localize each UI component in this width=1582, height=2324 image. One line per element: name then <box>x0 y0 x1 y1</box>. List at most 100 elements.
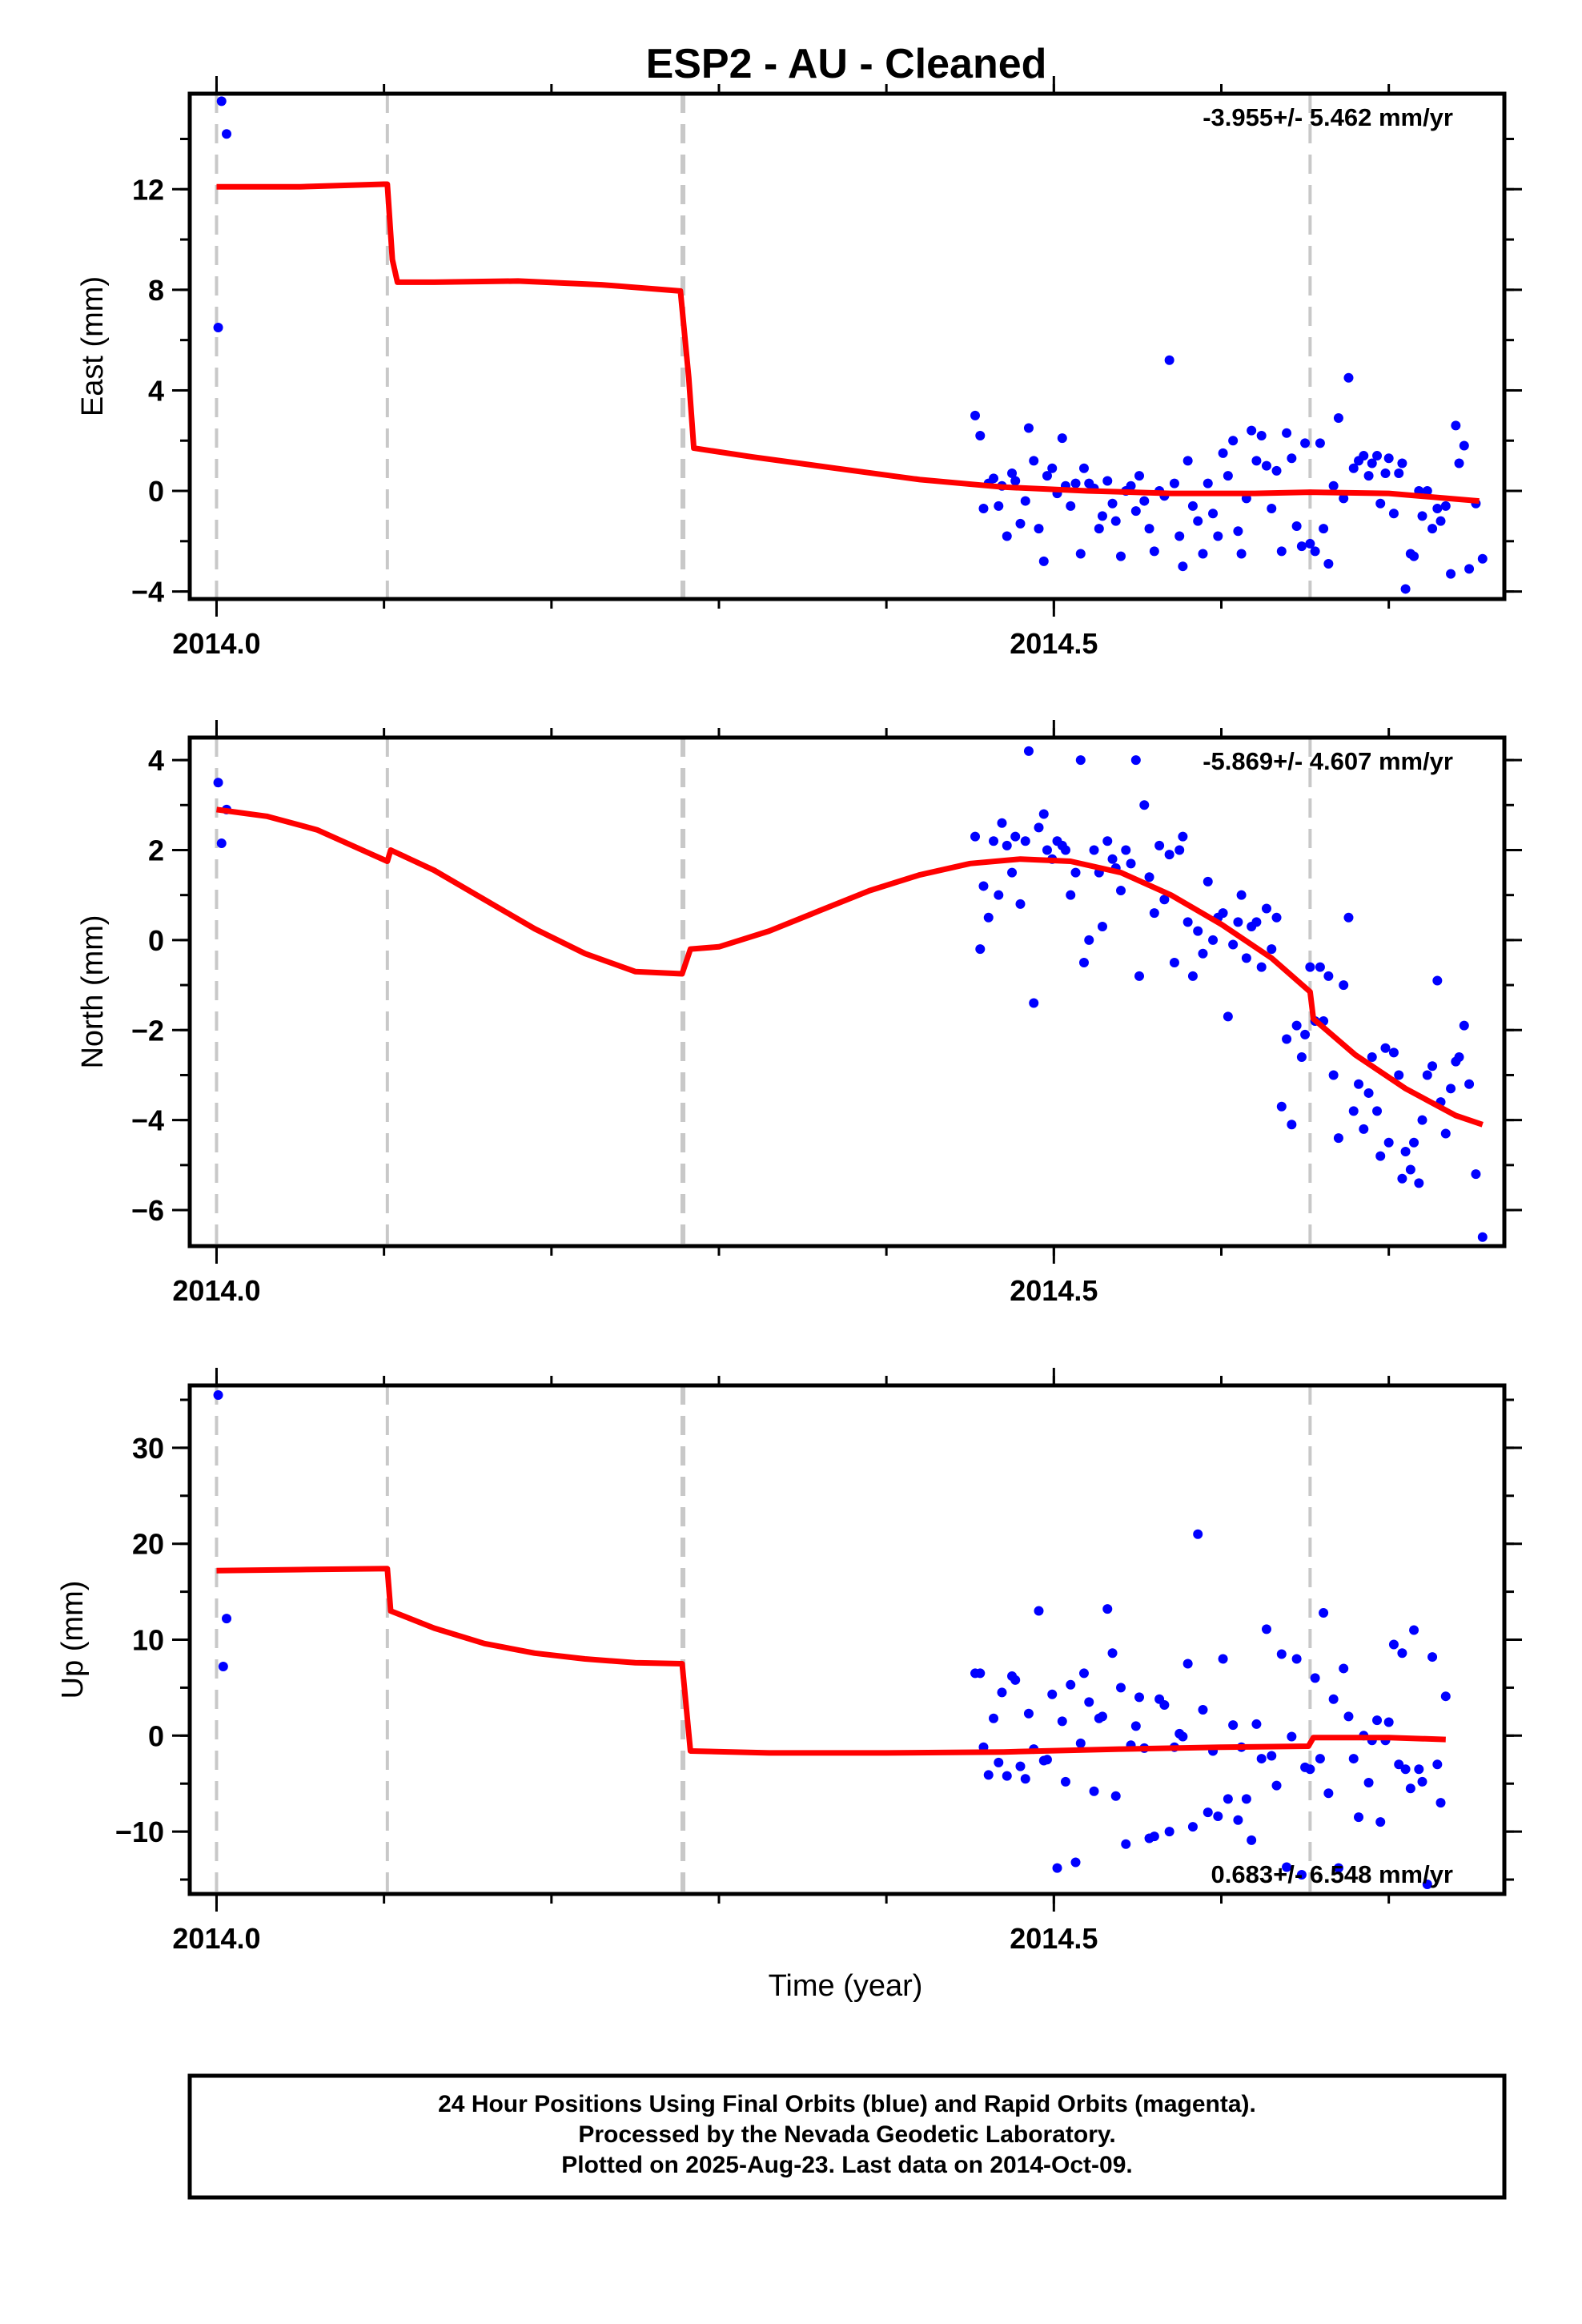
data-point <box>1047 1689 1058 1699</box>
data-point <box>216 96 227 107</box>
data-point <box>1241 1794 1251 1804</box>
data-point <box>1359 1124 1369 1134</box>
data-point <box>1256 430 1267 440</box>
data-point <box>1394 468 1404 479</box>
data-point <box>1363 1778 1374 1788</box>
data-point <box>975 944 986 955</box>
data-point <box>1115 551 1126 561</box>
y-tick-label: −6 <box>131 1194 164 1227</box>
data-point <box>1154 840 1165 850</box>
data-point <box>1397 1648 1407 1659</box>
data-point <box>1383 1717 1394 1727</box>
data-point <box>1159 895 1170 905</box>
model-line <box>216 1566 1446 1756</box>
data-point <box>1149 1831 1159 1842</box>
y-tick-label: −4 <box>131 1104 164 1137</box>
data-point <box>1042 471 1052 481</box>
data-point <box>1251 917 1262 927</box>
x-tick-label: 2014.0 <box>172 1922 260 1955</box>
data-point <box>1333 1863 1343 1873</box>
data-point <box>1435 516 1446 526</box>
y-tick-label: 30 <box>132 1432 164 1465</box>
y-tick-label: −10 <box>115 1815 164 1848</box>
data-point <box>1007 867 1018 878</box>
data-point <box>1097 1711 1107 1722</box>
data-point <box>1107 498 1118 509</box>
data-point <box>1023 1708 1034 1719</box>
data-point <box>1034 524 1044 534</box>
velocity-label: 0.683+/- 6.548 mm/yr <box>1211 1860 1453 1888</box>
data-point <box>1233 526 1243 537</box>
data-point <box>1094 524 1104 534</box>
y-axis-label: East (mm) <box>76 276 110 416</box>
data-point <box>1256 1754 1267 1764</box>
data-point <box>1372 1715 1383 1726</box>
data-point <box>213 778 223 788</box>
data-point <box>1002 1771 1012 1781</box>
data-point <box>1372 451 1383 461</box>
y-tick-label: 0 <box>148 1719 164 1752</box>
data-point <box>1271 1780 1282 1791</box>
data-point <box>1323 971 1334 981</box>
data-point <box>1193 926 1203 936</box>
y-axis-label: North (mm) <box>76 915 110 1068</box>
data-point <box>1228 939 1239 950</box>
data-point <box>1363 1088 1374 1098</box>
data-point <box>1261 903 1271 914</box>
data-point <box>997 1687 1007 1698</box>
data-point <box>1023 746 1034 756</box>
footer-box: 24 Hour Positions Using Final Orbits (bl… <box>187 2073 1507 2200</box>
x-tick-label: 2014.5 <box>1010 627 1098 660</box>
data-point <box>1400 1146 1411 1156</box>
data-point <box>1388 1639 1399 1650</box>
data-point <box>1363 471 1374 481</box>
data-point <box>1427 524 1438 534</box>
data-point <box>1228 436 1239 446</box>
data-point <box>1134 971 1145 981</box>
data-point <box>1400 1764 1411 1775</box>
data-point <box>1435 1798 1446 1808</box>
data-point <box>1459 440 1469 451</box>
data-point <box>1319 1607 1329 1618</box>
data-point <box>1291 1020 1302 1031</box>
data-point <box>1440 1128 1451 1139</box>
x-tick-label: 2014.0 <box>172 627 260 660</box>
data-point <box>1267 1751 1277 1761</box>
data-point <box>1276 1101 1287 1112</box>
x-tick-label: 2014.5 <box>1010 1922 1098 1955</box>
data-point <box>1471 1169 1481 1180</box>
data-point <box>1066 501 1076 511</box>
data-point <box>1319 524 1329 534</box>
data-point <box>1236 549 1247 559</box>
y-tick-label: 4 <box>148 744 164 777</box>
data-point <box>1440 1691 1451 1702</box>
data-point <box>1084 935 1094 945</box>
y-tick-label: 12 <box>132 173 164 206</box>
data-point <box>1348 1754 1359 1764</box>
data-point <box>1010 1675 1021 1685</box>
data-point <box>1198 948 1208 959</box>
data-point <box>1144 524 1154 534</box>
data-point <box>1375 1151 1386 1161</box>
data-point <box>1023 423 1034 433</box>
data-point <box>1203 478 1213 489</box>
data-point <box>1287 1120 1297 1130</box>
data-point <box>218 1662 228 1672</box>
data-point <box>1459 1020 1469 1031</box>
data-point <box>1348 463 1359 473</box>
data-point <box>1002 840 1012 850</box>
data-point <box>1291 521 1302 531</box>
data-point <box>1315 962 1325 972</box>
data-point <box>1107 854 1118 864</box>
data-point <box>1089 1786 1099 1796</box>
data-point <box>994 890 1004 900</box>
y-tick-label: 8 <box>148 274 164 307</box>
data-point <box>1256 962 1267 972</box>
data-point <box>1464 564 1475 574</box>
data-point <box>1388 509 1399 519</box>
y-tick-label: 10 <box>132 1624 164 1657</box>
y-tick-label: −2 <box>131 1014 164 1047</box>
data-point <box>989 836 999 846</box>
data-point <box>1414 1178 1424 1188</box>
data-point <box>1333 1133 1343 1144</box>
